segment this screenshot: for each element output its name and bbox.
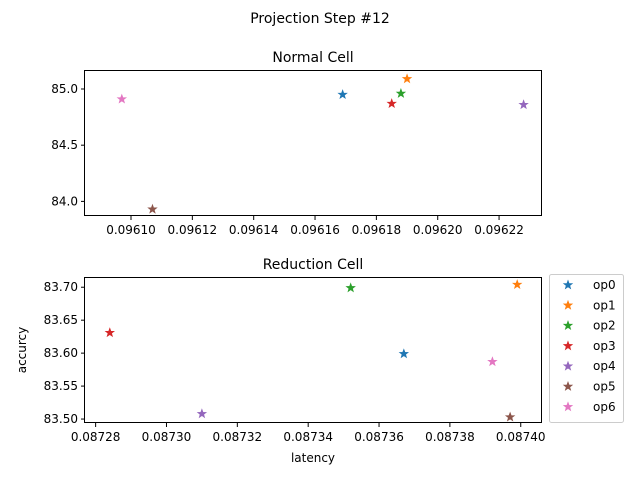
legend: op0 op1 op2 op3 op4 op5 op6 [549,274,624,423]
reduction-cell-point-op6 [487,356,498,367]
legend-marker-op5 [562,381,574,391]
legend-marker-op6 [562,401,574,412]
reduction-cell-x-tick-label: 0.08730 [142,430,192,444]
normal-cell-point-op5 [147,203,158,214]
normal-cell-point-op2 [395,88,407,98]
reduction-cell-point-op4 [196,408,208,419]
normal-cell-panel: Normal Cell 0.09610 0.09612 0.09614 0.09616… [51,50,542,237]
normal-cell-title: Normal Cell [272,50,353,66]
reduction-cell-title: Reduction Cell [263,257,364,273]
legend-label-op4: op4 [593,359,616,373]
reduction-cell-point-op1 [512,279,523,290]
reduction-cell-y-ticks: 83.50 83.55 83.60 83.65 83.70 [44,280,85,426]
normal-cell-point-op3 [386,98,397,109]
reduction-cell-y-tick-label: 83.55 [44,379,78,393]
normal-cell-x-tick-label: 0.09618 [352,223,402,237]
legend-label-op3: op3 [593,339,616,353]
reduction-cell-y-tick-label: 83.65 [44,313,78,327]
reduction-cell-panel: Reduction Cell 0.08728 0.08730 0.08732 0.08… [15,257,546,465]
y-axis-label: accurcy [15,327,29,374]
reduction-cell-points [104,279,523,422]
reduction-cell-y-tick-label: 83.70 [44,280,78,294]
legend-marker-op2 [562,320,574,331]
normal-cell-x-tick-label: 0.09614 [229,223,279,237]
legend-label-op2: op2 [593,319,616,333]
reduction-cell-x-tick-label: 0.08728 [71,430,121,444]
reduction-cell-x-tick-label: 0.08736 [354,430,404,444]
normal-cell-points [116,73,529,214]
legend-marker-op1 [562,299,574,310]
reduction-cell-point-op2 [345,282,356,293]
reduction-cell-point-op3 [104,327,116,338]
reduction-cell-axes-frame [84,277,542,423]
legend-marker-op0 [562,279,574,290]
reduction-cell-x-ticks: 0.08728 0.08730 0.08732 0.08734 0.08736 0.087… [71,423,546,444]
normal-cell-x-tick-label: 0.09620 [413,223,463,237]
normal-cell-x-tick-label: 0.09612 [168,223,218,237]
reduction-cell-y-tick-label: 83.60 [44,346,78,360]
x-axis-label: latency [291,451,335,465]
figure-suptitle: Projection Step #12 [250,11,390,27]
normal-cell-y-ticks: 84.0 84.5 85.0 [51,82,85,208]
legend-label-op5: op5 [593,380,616,394]
reduction-cell-x-tick-label: 0.08732 [213,430,263,444]
normal-cell-y-tick-label: 85.0 [51,82,78,96]
normal-cell-x-tick-label: 0.09610 [106,223,156,237]
normal-cell-x-ticks: 0.09610 0.09612 0.09614 0.09616 0.09618 0.096… [106,216,524,237]
normal-cell-x-tick-label: 0.09622 [474,223,524,237]
reduction-cell-y-tick-label: 83.50 [44,412,78,426]
legend-marker-op3 [562,340,574,351]
normal-cell-point-op1 [401,73,413,84]
normal-cell-y-tick-label: 84.0 [51,194,78,208]
reduction-cell-x-tick-label: 0.08740 [496,430,546,444]
normal-cell-x-tick-label: 0.09616 [290,223,340,237]
normal-cell-axes-frame [84,70,542,216]
legend-label-op6: op6 [593,400,616,414]
normal-cell-point-op6 [116,93,128,104]
legend-marker-op4 [562,360,574,371]
reduction-cell-point-op5 [504,411,516,422]
normal-cell-point-op4 [518,99,529,110]
reduction-cell-x-tick-label: 0.08734 [283,430,333,444]
reduction-cell-point-op0 [398,348,410,359]
reduction-cell-x-tick-label: 0.08738 [425,430,475,444]
legend-label-op0: op0 [593,278,616,292]
normal-cell-point-op0 [337,89,348,100]
normal-cell-y-tick-label: 84.5 [51,138,78,152]
legend-label-op1: op1 [593,298,616,312]
